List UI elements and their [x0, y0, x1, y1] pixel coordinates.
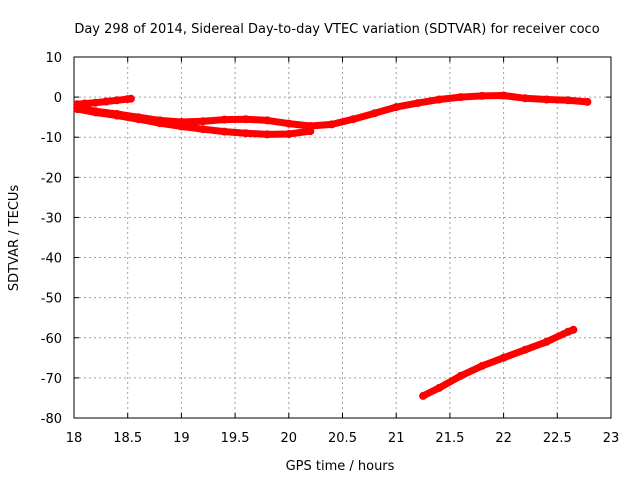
data-point [499, 91, 508, 100]
ticks: 18 18.5 19 19.5 20 20.5 21 21.5 22 22.5 23 10 0 -10 -2… [41, 51, 620, 446]
x-tick-label: 18 [66, 431, 83, 446]
data-point [91, 98, 100, 107]
y-tick-label: -40 [41, 252, 62, 267]
data-point [263, 116, 272, 125]
x-tick-label: 22.5 [543, 431, 572, 446]
y-tick-label: -10 [41, 131, 62, 146]
chart-title: Day 298 of 2014, Sidereal Day-to-day VTE… [74, 22, 599, 37]
y-tick-label: 0 [54, 91, 62, 106]
y-tick-label: -20 [41, 171, 62, 186]
data-point [521, 94, 530, 103]
x-tick-label: 23 [603, 431, 620, 446]
data-point [198, 117, 207, 126]
series-line-satellite-track-d [419, 326, 577, 400]
series-layer [73, 91, 592, 400]
x-tick-label: 19.5 [221, 431, 250, 446]
data-point [220, 115, 229, 124]
data-point [91, 108, 100, 117]
data-point [542, 337, 551, 346]
data-point [349, 115, 358, 124]
y-axis-label: SDTVAR / TECUs [7, 185, 22, 292]
x-tick-label: 21.5 [435, 431, 464, 446]
y-tick-label: -50 [41, 292, 62, 307]
data-point [220, 127, 229, 136]
data-point [569, 325, 578, 334]
x-tick-label: 21 [388, 431, 405, 446]
data-point [419, 391, 428, 400]
data-point [198, 125, 207, 134]
data-point [521, 345, 530, 354]
data-point [478, 361, 487, 370]
data-point [392, 103, 401, 112]
data-point [177, 122, 186, 131]
x-tick-label: 20.5 [328, 431, 357, 446]
data-point [241, 129, 250, 138]
data-point [370, 109, 379, 118]
data-point [456, 371, 465, 380]
y-tick-label: -70 [41, 372, 62, 387]
data-point [435, 95, 444, 104]
y-tick-label: -80 [41, 412, 62, 427]
data-point [542, 95, 551, 104]
x-tick-label: 20 [281, 431, 298, 446]
data-point [263, 130, 272, 139]
y-tick-label: -60 [41, 332, 62, 347]
data-point [499, 353, 508, 362]
data-point [134, 115, 143, 124]
data-point [113, 96, 121, 105]
y-tick-label: 10 [45, 51, 62, 66]
data-point [327, 120, 336, 129]
x-tick-label: 18.5 [113, 431, 142, 446]
data-point [583, 97, 592, 106]
x-axis-label: GPS time / hours [286, 459, 395, 474]
data-point [126, 94, 135, 103]
data-point [413, 99, 422, 108]
data-point [241, 115, 250, 124]
grid [74, 57, 611, 418]
data-point [155, 119, 164, 128]
data-point [456, 93, 465, 102]
x-tick-label: 22 [495, 431, 512, 446]
data-point [478, 91, 487, 100]
data-point [306, 127, 315, 136]
data-point [73, 105, 82, 114]
x-tick-label: 19 [173, 431, 190, 446]
data-point [435, 383, 444, 392]
data-point [102, 97, 111, 106]
data-point [564, 96, 572, 105]
y-tick-label: -30 [41, 211, 62, 226]
data-point [284, 130, 293, 138]
data-point [113, 111, 121, 120]
data-point [284, 119, 293, 128]
